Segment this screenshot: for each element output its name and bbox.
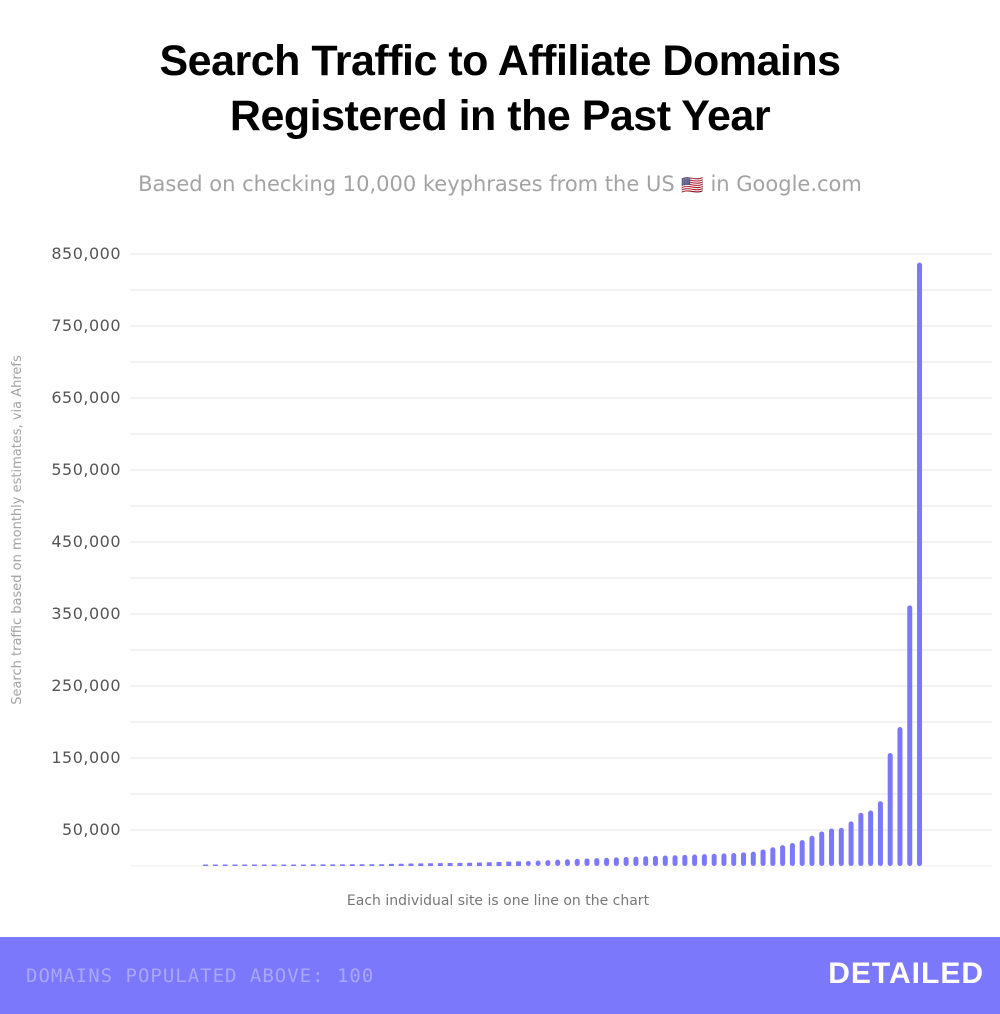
- bar: [799, 840, 805, 866]
- bars: [203, 262, 923, 866]
- bar: [780, 845, 786, 866]
- bar: [731, 853, 737, 866]
- bar: [506, 861, 512, 866]
- bar: [819, 831, 825, 866]
- chart-subtitle: Based on checking 10,000 keyphrases from…: [0, 172, 1000, 196]
- subtitle-text-before: Based on checking 10,000 keyphrases from…: [138, 172, 675, 196]
- y-tick-label: 850,000: [51, 244, 121, 263]
- bar: [261, 864, 267, 866]
- bar: [330, 864, 336, 866]
- bar: [476, 862, 482, 866]
- us-flag-icon: 🇺🇸: [681, 175, 704, 196]
- y-tick-label: 350,000: [51, 604, 121, 623]
- bar: [838, 827, 844, 866]
- bar: [750, 851, 756, 866]
- bar: [643, 856, 649, 866]
- y-axis-ticks: 850,000 750,000 650,000 550,000 450,000 350,0…: [51, 244, 121, 839]
- bar: [692, 854, 698, 866]
- bar: [672, 855, 678, 866]
- chart-title-line-1: Search Traffic to Affiliate Domains: [159, 37, 841, 85]
- bar: [721, 853, 727, 866]
- bar: [555, 859, 561, 866]
- bar: [701, 854, 707, 866]
- footer-bar: DOMAINS POPULATED ABOVE: 100 DETAILED: [0, 937, 1000, 1014]
- domains-populated-note: DOMAINS POPULATED ABOVE: 100: [26, 965, 375, 987]
- bar: [917, 262, 923, 866]
- y-tick-label: 150,000: [51, 748, 121, 767]
- bar: [516, 861, 522, 866]
- bar: [418, 863, 424, 866]
- bar: [613, 857, 619, 866]
- bar: [486, 862, 492, 866]
- bar: [623, 857, 629, 866]
- bar: [242, 864, 248, 866]
- y-tick-label: 450,000: [51, 532, 121, 551]
- bar: [408, 863, 414, 866]
- bar: [271, 864, 277, 866]
- bar: [222, 864, 228, 866]
- bar: [525, 860, 531, 866]
- bar: [457, 862, 463, 866]
- bar: [711, 853, 717, 866]
- bar: [829, 828, 835, 866]
- bar: [212, 864, 218, 866]
- bar: [682, 854, 688, 866]
- bar: [760, 849, 766, 866]
- y-axis-label: Search traffic based on monthly estimate…: [10, 355, 25, 705]
- bar: [858, 812, 864, 866]
- y-tick-label: 650,000: [51, 388, 121, 407]
- bar: [447, 862, 453, 866]
- bar: [897, 727, 903, 866]
- bar: [340, 864, 346, 866]
- bar: [662, 855, 668, 866]
- y-tick-label: 550,000: [51, 460, 121, 479]
- bar: [467, 862, 473, 866]
- bar: [907, 605, 913, 866]
- y-tick-label: 250,000: [51, 676, 121, 695]
- bar: [252, 864, 257, 866]
- bar: [604, 857, 610, 866]
- bar: [868, 810, 874, 866]
- bar: [359, 864, 365, 866]
- chart-title: Search Traffic to Affiliate Domains Regi…: [0, 34, 1000, 144]
- bar: [877, 801, 883, 866]
- y-tick-label: 50,000: [62, 820, 121, 839]
- bar: [437, 863, 443, 866]
- bar: [887, 752, 893, 866]
- bar: [300, 864, 306, 866]
- bar: [584, 858, 590, 866]
- bar: [652, 855, 658, 866]
- bar: [496, 861, 502, 866]
- bar: [379, 864, 385, 866]
- bar: [310, 864, 316, 866]
- bar: [545, 860, 551, 866]
- bar: [848, 821, 854, 866]
- bar-chart: 850,000 750,000 650,000 550,000 450,000 350,0…: [10, 244, 992, 867]
- bar: [535, 860, 541, 866]
- x-axis-label: Each individual site is one line on the …: [346, 893, 650, 909]
- bar: [320, 864, 326, 866]
- bar: [291, 864, 297, 866]
- bar: [398, 863, 404, 866]
- bar: [232, 864, 238, 866]
- brand-logo: DETAILED: [828, 957, 984, 990]
- bar: [574, 858, 580, 866]
- y-tick-label: 750,000: [51, 316, 121, 335]
- bar: [369, 864, 375, 866]
- bar: [633, 856, 639, 866]
- bar: [594, 858, 600, 866]
- subtitle-text-after: in Google.com: [710, 172, 862, 196]
- bar: [203, 864, 209, 866]
- chart-title-line-2: Registered in the Past Year: [229, 92, 771, 140]
- bar: [741, 852, 746, 866]
- bar: [428, 863, 434, 866]
- bar: [770, 847, 776, 866]
- bar: [388, 863, 394, 866]
- bar: [789, 842, 795, 866]
- bar: [564, 859, 570, 866]
- bar: [281, 864, 287, 866]
- grid-lines: [130, 253, 992, 867]
- bar: [349, 864, 355, 866]
- bar: [809, 835, 815, 866]
